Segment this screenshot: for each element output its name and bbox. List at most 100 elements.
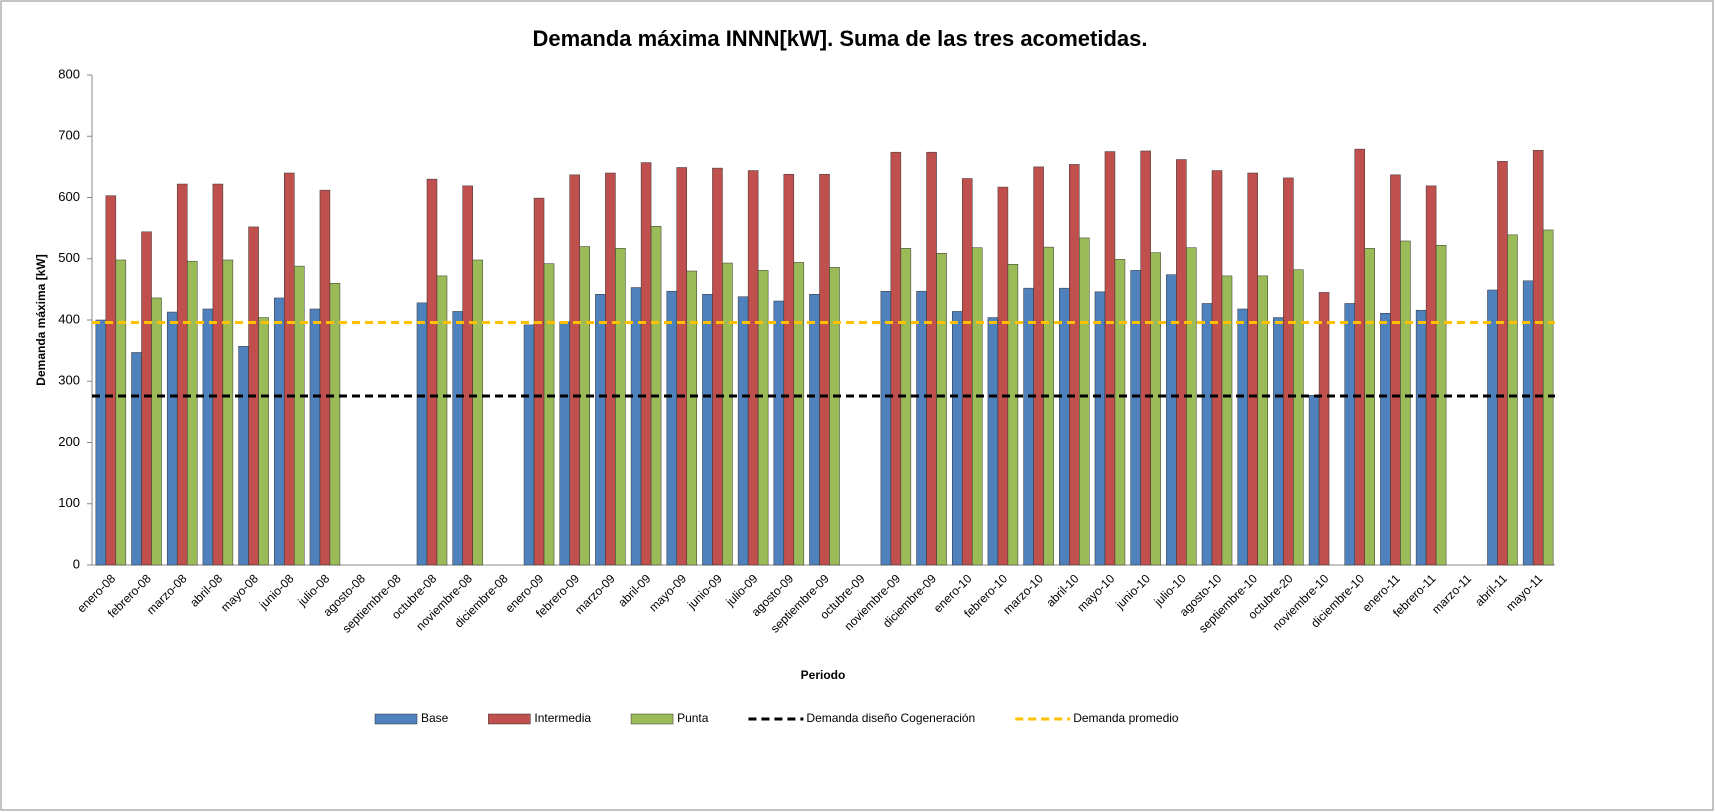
bar [452, 311, 463, 566]
legend-swatch [374, 713, 418, 725]
chart-title: Demanda máxima INNN[kW]. Suma de las tre… [533, 26, 1148, 51]
legend-label: Base [421, 711, 449, 725]
bar [1497, 161, 1508, 566]
bar [997, 186, 1009, 566]
legend-label: Demanda promedio [1073, 711, 1179, 725]
bar [1033, 166, 1044, 566]
bar [926, 151, 937, 566]
bar [1069, 164, 1080, 566]
bar [1364, 248, 1375, 566]
bar [595, 294, 606, 566]
bar [1415, 309, 1427, 566]
bar [916, 290, 927, 566]
bar [1247, 172, 1258, 566]
bar [951, 311, 963, 566]
y-tick-label: 500 [58, 250, 80, 265]
bar [1007, 264, 1019, 566]
bar [1079, 237, 1090, 566]
bar [1380, 313, 1391, 566]
bar [284, 172, 295, 566]
bar [773, 300, 785, 566]
legend-label: Punta [677, 711, 709, 725]
bar [436, 275, 448, 566]
bar [1094, 291, 1106, 566]
bar [1140, 150, 1151, 566]
y-tick-label: 100 [58, 495, 80, 510]
bar [880, 290, 892, 566]
y-tick-label: 400 [58, 311, 80, 326]
bar [1257, 275, 1268, 566]
bar [1318, 292, 1330, 566]
bar [1354, 148, 1365, 566]
y-axis-label: Demanda máxima [kW] [34, 254, 48, 385]
bar [462, 185, 473, 566]
legend-swatch [488, 713, 531, 725]
bar [222, 259, 234, 566]
bar [1104, 151, 1116, 566]
bar [1308, 395, 1320, 566]
legend-label: Intermedia [534, 711, 591, 725]
bar [1293, 269, 1304, 566]
bar [1273, 317, 1284, 566]
bar [793, 262, 805, 566]
bar [757, 270, 769, 566]
bar [1166, 274, 1177, 566]
bar [1390, 174, 1401, 566]
bar [615, 248, 626, 566]
y-tick-label: 700 [58, 128, 80, 143]
bar [686, 270, 698, 566]
bar [1114, 259, 1126, 566]
bar [971, 247, 983, 566]
bar [640, 162, 652, 566]
bar [890, 151, 902, 566]
bar [105, 195, 117, 566]
bar [115, 259, 127, 566]
bar [274, 297, 285, 566]
y-tick-label: 200 [58, 434, 80, 449]
bar [131, 352, 142, 566]
bar [747, 170, 759, 566]
bar [737, 296, 749, 566]
bar [1023, 287, 1034, 566]
bar [1487, 289, 1498, 566]
bar [783, 173, 795, 566]
bar [829, 267, 840, 566]
bar [702, 294, 713, 566]
bar [1221, 275, 1233, 566]
bar [202, 308, 214, 566]
bar [1201, 303, 1213, 566]
bar [1344, 303, 1355, 566]
bar [569, 174, 580, 566]
bar [559, 321, 570, 566]
bar [809, 294, 820, 566]
y-tick-label: 600 [58, 189, 80, 204]
bar [141, 231, 152, 566]
bar [543, 263, 555, 566]
bar [722, 262, 733, 566]
bar [1400, 240, 1411, 566]
bar [533, 197, 545, 566]
bar [238, 346, 249, 566]
bar [95, 319, 107, 566]
legend-label: Demanda diseño Cogeneración [806, 711, 975, 725]
bar [1283, 177, 1294, 566]
bar [294, 265, 305, 566]
bar [1059, 287, 1070, 566]
bar [472, 259, 483, 566]
bar [819, 173, 830, 566]
bar [666, 290, 678, 566]
bar [1435, 245, 1447, 566]
bar [676, 167, 688, 566]
bar [1176, 159, 1187, 566]
bar [176, 183, 188, 566]
bar [900, 248, 912, 566]
legend-swatch [630, 713, 674, 725]
bar [936, 252, 947, 566]
bar [987, 317, 999, 566]
bar [523, 324, 535, 566]
bar [1186, 247, 1197, 566]
y-tick-label: 0 [73, 556, 80, 571]
bar [1532, 150, 1544, 566]
bar [309, 308, 321, 566]
